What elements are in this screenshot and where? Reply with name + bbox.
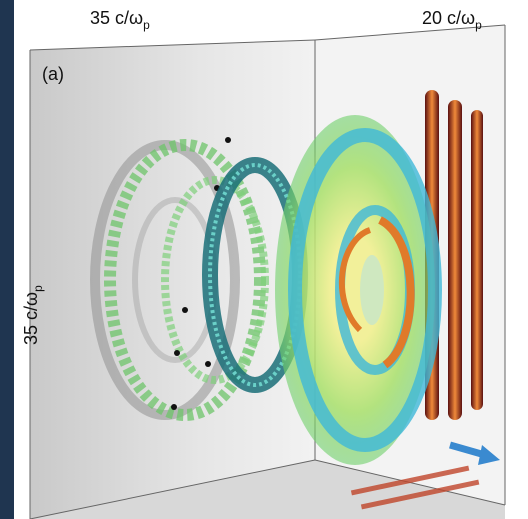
- label-main: 35 c/ω: [90, 8, 143, 28]
- page: {"figure": { "top_left_label": {"main": …: [0, 0, 528, 519]
- disk-core: [360, 255, 384, 325]
- label-sub: p: [31, 285, 45, 292]
- panel-label: (a): [42, 64, 64, 84]
- side-strip: [0, 0, 14, 519]
- top-left-label: 35 c/ωp: [90, 8, 150, 32]
- label-sub: p: [143, 18, 150, 32]
- back-left-face: [30, 40, 315, 519]
- label-main: 35 c/ω: [21, 292, 41, 345]
- label-sub: p: [475, 18, 482, 32]
- figure: 35 c/ωp 20 c/ωp (a) 35 c/ωp: [0, 0, 528, 519]
- label-main: 20 c/ω: [422, 8, 475, 28]
